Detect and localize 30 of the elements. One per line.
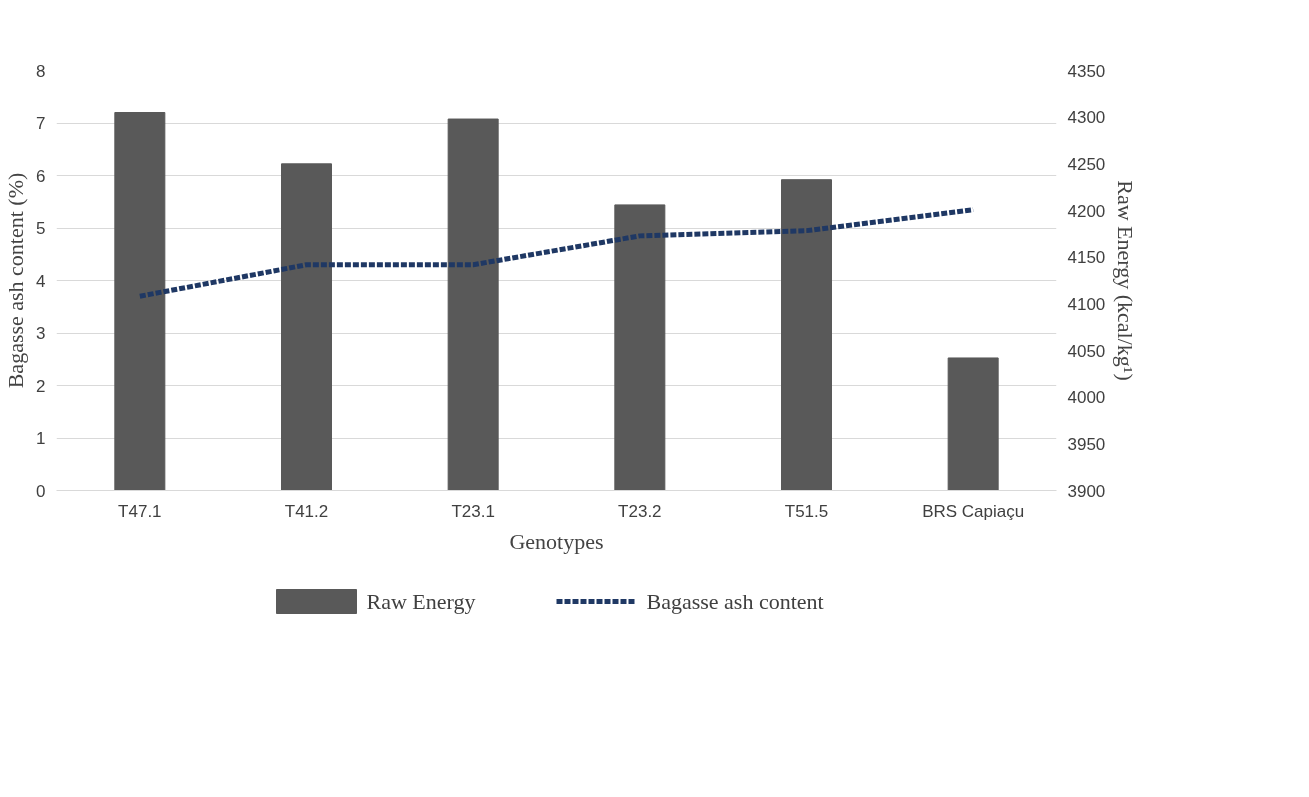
y2-tick-label: 4150 xyxy=(1067,248,1106,268)
y-tick-label: 1 xyxy=(36,429,46,448)
y2-tick-label: 4350 xyxy=(1067,61,1106,81)
y-tick-label: 3 xyxy=(36,324,46,343)
y2-tick-label: 3950 xyxy=(1067,434,1106,454)
y-tick-label: 5 xyxy=(36,219,46,238)
legend-label: Bagasse ash content xyxy=(646,589,824,614)
legend-label: Raw Energy xyxy=(366,589,476,614)
y-axis-title: Bagasse ash content (%) xyxy=(3,172,29,389)
x-tick-label: T47.1 xyxy=(118,501,162,521)
y2-tick-label: 4050 xyxy=(1067,341,1106,361)
y-tick-label: 7 xyxy=(36,114,46,133)
y-tick-label: 4 xyxy=(36,271,46,291)
y2-tick-label: 4100 xyxy=(1067,294,1106,314)
y-tick-label: 6 xyxy=(36,166,46,186)
y2-tick-label: 4250 xyxy=(1067,154,1106,174)
y-tick-label: 0 xyxy=(36,481,46,501)
y2-tick-label: 4000 xyxy=(1067,388,1106,408)
y-tick-label: 2 xyxy=(36,376,46,396)
x-tick-label: T41.2 xyxy=(284,501,329,521)
x-tick-label: BRS Capiaçu xyxy=(922,501,1025,521)
x-tick-label: T51.5 xyxy=(784,501,829,521)
y-tick-label: 8 xyxy=(36,61,46,81)
y2-tick-label: 4200 xyxy=(1067,201,1106,221)
y2-tick-label: 3900 xyxy=(1067,481,1106,501)
x-axis-title: Genotypes xyxy=(509,528,604,554)
x-tick-label: T23.1 xyxy=(451,501,495,521)
y2-axis-title: Raw Energy (kcal/kg¹) xyxy=(1113,180,1139,381)
x-tick-label: T23.2 xyxy=(618,501,662,521)
y2-tick-label: 4300 xyxy=(1067,108,1106,128)
